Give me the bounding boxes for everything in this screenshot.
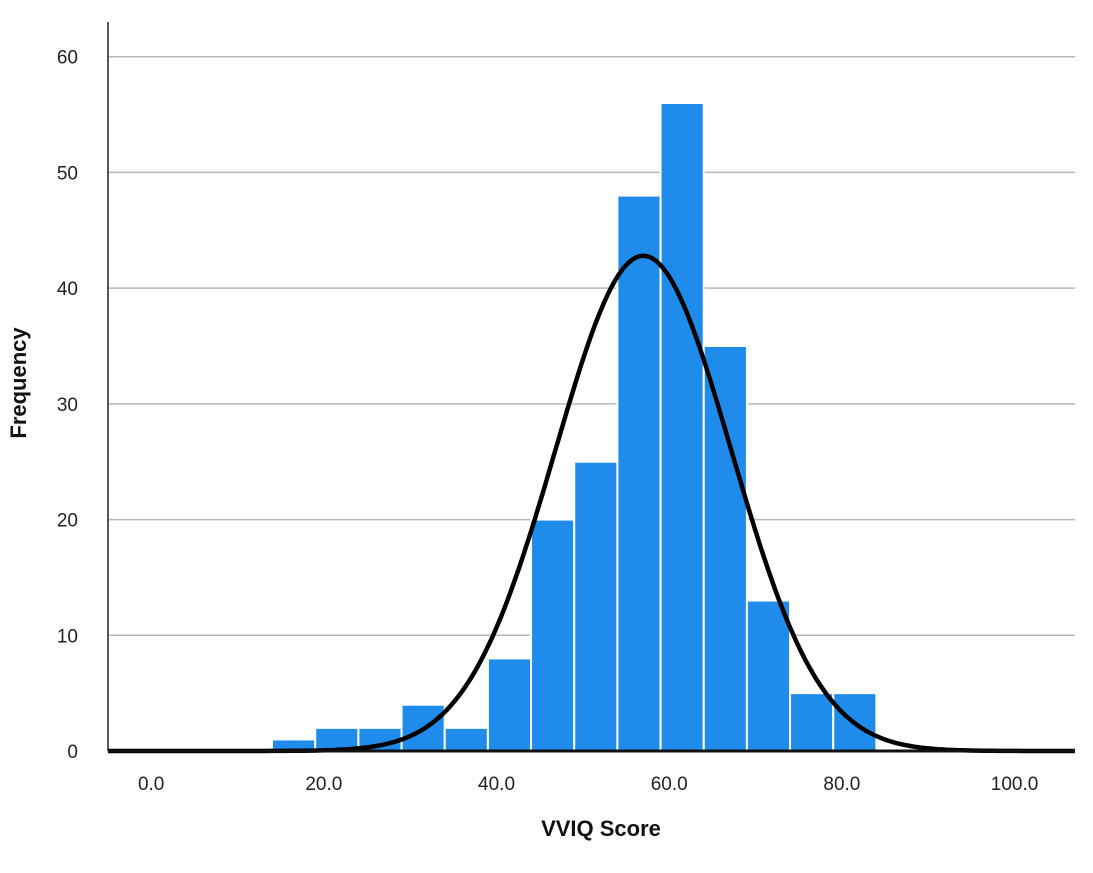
x-tick-label-60.0: 60.0 [651, 774, 688, 795]
y-tick-label-40: 40 [57, 279, 78, 300]
x-tick-label-100.0: 100.0 [991, 774, 1039, 795]
x-axis-title: VVIQ Score [541, 816, 661, 841]
y-tick-label-10: 10 [57, 626, 78, 647]
histogram-bar-11 [702, 345, 748, 752]
histogram-bar-7 [530, 518, 576, 752]
histogram-bar-12 [745, 599, 792, 752]
y-tick-labels: 0 10 20 30 40 50 60 [57, 48, 78, 763]
y-tick-label-60: 60 [57, 48, 78, 69]
histogram-bar-10 [659, 102, 705, 752]
grid-lines [108, 55, 1075, 637]
histogram-bars [271, 102, 878, 753]
x-tick-label-0.0: 0.0 [138, 774, 164, 795]
histogram-bar-6 [486, 657, 533, 753]
histogram-bar-13 [789, 692, 835, 753]
histogram-bar-5 [443, 726, 489, 752]
x-tick-label-40.0: 40.0 [478, 774, 515, 795]
x-tick-label-80.0: 80.0 [823, 774, 860, 795]
y-axis-title: Frequency [6, 327, 31, 439]
x-tick-label-20.0: 20.0 [305, 774, 342, 795]
x-tick-labels: 0.0 20.0 40.0 60.0 80.0 100.0 [138, 774, 1038, 795]
histogram-bar-9 [616, 194, 662, 753]
histogram-bar-8 [573, 460, 619, 752]
y-tick-label-50: 50 [57, 163, 78, 184]
y-tick-label-20: 20 [57, 511, 78, 532]
y-tick-label-0: 0 [67, 742, 78, 763]
y-tick-label-30: 30 [57, 395, 78, 416]
